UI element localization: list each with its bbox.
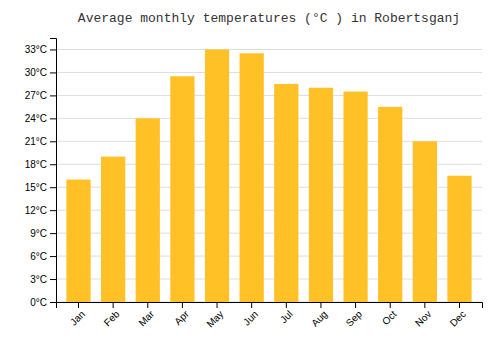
y-tick-label: 33°C bbox=[25, 44, 47, 55]
x-tick: Mar bbox=[136, 302, 156, 328]
x-tick-label: Nov bbox=[413, 308, 433, 328]
x-tick-label: Jan bbox=[68, 308, 87, 327]
x-tick-mark bbox=[424, 302, 425, 308]
bar bbox=[66, 180, 90, 302]
y-tick-mark bbox=[50, 233, 56, 234]
y-tick-mark bbox=[50, 141, 56, 142]
grid-line bbox=[56, 72, 482, 73]
bar bbox=[240, 53, 264, 302]
bar bbox=[413, 141, 437, 302]
x-tick-label: Sep bbox=[344, 308, 365, 329]
y-tick: 27°C bbox=[25, 90, 56, 101]
y-axis: 0°C 3°C 6°C 9°C 12°C 15°C 18°C 21°C 24°C 27°C 30°C… bbox=[25, 39, 57, 308]
x-tick-label: Apr bbox=[172, 308, 191, 327]
x-tick-label: Feb bbox=[102, 308, 122, 328]
y-tick: 9°C bbox=[30, 228, 56, 239]
plot-area: 0°C 3°C 6°C 9°C 12°C 15°C 18°C 21°C 24°C 27°C 30°C… bbox=[25, 39, 483, 330]
x-tick: Jan bbox=[68, 302, 87, 328]
bar bbox=[447, 176, 471, 302]
y-tick-mark bbox=[50, 279, 56, 280]
y-tick-label: 24°C bbox=[25, 113, 47, 124]
y-tick-label: 15°C bbox=[25, 182, 47, 193]
bar bbox=[378, 107, 402, 302]
bars bbox=[66, 49, 471, 302]
y-tick-mark bbox=[50, 256, 56, 257]
bar bbox=[101, 157, 125, 302]
x-tick-mark bbox=[390, 302, 391, 308]
x-tick: Feb bbox=[102, 302, 122, 328]
y-tick-label: 6°C bbox=[30, 251, 47, 262]
y-tick-label: 12°C bbox=[25, 205, 47, 216]
title: Average monthly temperatures (°C ) in Ro… bbox=[78, 11, 460, 26]
y-tick-mark bbox=[50, 164, 56, 165]
x-tick: Jun bbox=[241, 302, 260, 328]
y-tick-label: 0°C bbox=[30, 297, 47, 308]
y-tick-label: 21°C bbox=[25, 136, 47, 147]
y-tick: 18°C bbox=[25, 159, 56, 170]
y-tick: 0°C bbox=[30, 297, 56, 308]
y-tick: 30°C bbox=[25, 67, 56, 78]
x-tick-mark bbox=[459, 302, 460, 308]
x-tick-mark bbox=[355, 302, 356, 308]
x-tick-label: Jul bbox=[278, 308, 295, 325]
bar bbox=[136, 118, 160, 302]
x-tick: Aug bbox=[309, 302, 329, 329]
x-tick-mark bbox=[78, 302, 79, 308]
x-tick: Jul bbox=[278, 302, 295, 325]
y-tick-mark bbox=[50, 72, 56, 73]
x-tick: May bbox=[204, 302, 225, 330]
x-tick: Dec bbox=[448, 302, 468, 329]
x-tick-label: Jun bbox=[241, 308, 260, 327]
y-tick-label: 18°C bbox=[25, 159, 47, 170]
bar bbox=[170, 76, 194, 302]
bar bbox=[343, 92, 367, 302]
x-tick-mark bbox=[217, 302, 218, 308]
x-tick-label: Oct bbox=[380, 308, 399, 327]
y-tick-mark bbox=[50, 118, 56, 119]
y-tick-label: 30°C bbox=[25, 67, 47, 78]
x-tick: Sep bbox=[344, 302, 365, 329]
x-tick-label: Aug bbox=[309, 308, 329, 328]
x-tick-mark bbox=[320, 302, 321, 308]
grid-line bbox=[56, 49, 482, 50]
y-tick: 33°C bbox=[25, 44, 56, 55]
grid-line bbox=[56, 118, 482, 119]
y-tick: 15°C bbox=[25, 182, 56, 193]
bar bbox=[309, 88, 333, 302]
y-tick-mark bbox=[50, 49, 56, 50]
x-tick-mark bbox=[182, 302, 183, 308]
y-tick-label: 9°C bbox=[30, 228, 47, 239]
x-tick-label: Dec bbox=[448, 308, 468, 328]
y-tick: 6°C bbox=[30, 251, 56, 262]
y-tick: 12°C bbox=[25, 205, 56, 216]
x-tick-mark bbox=[251, 302, 252, 308]
y-tick-mark bbox=[50, 95, 56, 96]
bar bbox=[205, 49, 229, 302]
y-tick: 3°C bbox=[30, 274, 56, 285]
y-tick-mark bbox=[50, 210, 56, 211]
x-axis-line bbox=[57, 303, 483, 309]
x-axis: Jan Feb Mar Apr May Jun Jul Aug Sep Oct Nov Dec bbox=[57, 302, 483, 330]
grid bbox=[56, 49, 482, 302]
grid-line bbox=[56, 95, 482, 96]
y-tick-label: 3°C bbox=[30, 274, 47, 285]
x-tick: Oct bbox=[380, 302, 399, 327]
x-tick: Apr bbox=[172, 302, 191, 327]
y-axis-line bbox=[50, 39, 57, 303]
x-tick-label: May bbox=[204, 308, 225, 329]
x-tick-label: Mar bbox=[136, 308, 156, 328]
y-tick-mark bbox=[50, 187, 56, 188]
y-tick-mark bbox=[50, 302, 56, 303]
x-tick-mark bbox=[147, 302, 148, 308]
y-tick: 21°C bbox=[25, 136, 56, 147]
bar bbox=[274, 84, 298, 302]
y-tick: 24°C bbox=[25, 113, 56, 124]
chart: 0°C 3°C 6°C 9°C 12°C 15°C 18°C 21°C 24°C 27°C 30°C… bbox=[0, 0, 500, 350]
x-tick: Nov bbox=[413, 302, 433, 329]
x-tick-mark bbox=[113, 302, 114, 308]
x-tick-mark bbox=[286, 302, 287, 308]
y-tick-label: 27°C bbox=[25, 90, 47, 101]
